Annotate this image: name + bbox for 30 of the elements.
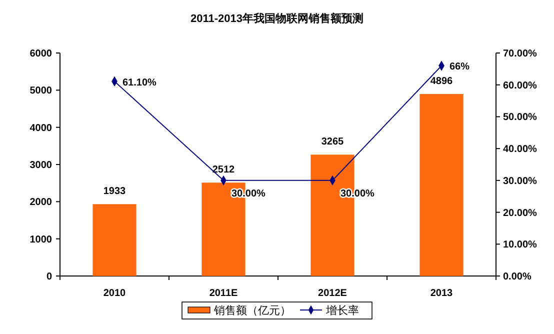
data-label: 4896 bbox=[430, 76, 454, 88]
y-tick-label: 6000 bbox=[30, 48, 52, 60]
y-tick-label: 5000 bbox=[30, 86, 52, 97]
y2-tick-label: 0.00% bbox=[503, 272, 532, 282]
data-label: 66% bbox=[450, 62, 470, 73]
y2-tick-label: 60.00% bbox=[503, 80, 538, 92]
y2-tick-label: 50.00% bbox=[503, 112, 538, 124]
legend-label: 销售额（亿元） bbox=[213, 304, 291, 317]
chart-title: 2011-2013年我国物联网销售额预测 bbox=[190, 12, 364, 25]
y-tick-label: 0 bbox=[46, 272, 52, 282]
data-label: 3265 bbox=[321, 136, 344, 148]
y-tick-label: 4000 bbox=[30, 122, 52, 134]
x-tick-label: 2013 bbox=[430, 288, 454, 299]
y-tick-label: 1000 bbox=[30, 234, 52, 246]
x-tick-label: 2010 bbox=[103, 288, 126, 299]
legend-label: 增长率 bbox=[325, 304, 359, 317]
y2-tick-label: 40.00% bbox=[503, 144, 538, 156]
bar bbox=[92, 204, 136, 276]
y2-tick-label: 30.00% bbox=[503, 176, 538, 187]
y-tick-label: 3000 bbox=[30, 160, 52, 171]
y-tick-label: 2000 bbox=[30, 197, 52, 208]
x-tick-label: 2012E bbox=[318, 288, 348, 299]
data-label: 2512 bbox=[212, 164, 236, 176]
bar bbox=[420, 94, 464, 276]
y2-tick-label: 70.00% bbox=[503, 48, 538, 60]
y2-tick-label: 10.00% bbox=[503, 240, 538, 251]
y2-tick-label: 20.00% bbox=[503, 208, 538, 219]
data-label: 1933 bbox=[103, 186, 126, 198]
data-label: 61.10% bbox=[122, 77, 157, 88]
x-tick-label: 2011E bbox=[209, 288, 238, 299]
